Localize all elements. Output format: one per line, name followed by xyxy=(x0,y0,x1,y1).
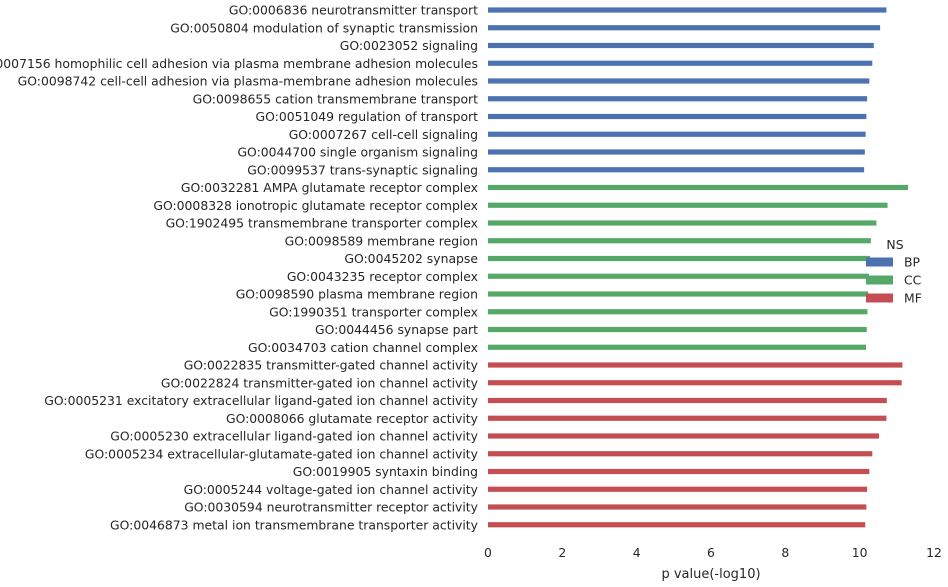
x-axis-ticks: 0 2 4 6 8 10 12 xyxy=(484,545,942,560)
bar-mf-9 xyxy=(488,522,866,528)
bar-bp-5 xyxy=(488,96,868,102)
category-label: GO:0005244 voltage-gated ion channel act… xyxy=(184,482,478,497)
category-label: GO:0098590 plasma membrane region xyxy=(236,287,478,302)
legend-swatch-bp xyxy=(866,257,893,267)
legend-title: NS xyxy=(886,237,903,252)
bar-mf-6 xyxy=(488,468,870,475)
category-label: GO:0022835 transmitter-gated channel act… xyxy=(184,358,478,373)
bar-bp-4 xyxy=(488,78,870,84)
x-tick-label: 4 xyxy=(633,545,641,560)
bar-mf-5 xyxy=(488,451,873,457)
bar-mf-3 xyxy=(488,415,887,421)
bar-bp-2 xyxy=(488,42,874,49)
x-tick-label: 6 xyxy=(707,545,715,560)
category-label: GO:0044700 single organism signaling xyxy=(237,145,478,160)
bar-cc-0 xyxy=(488,184,908,191)
bar-mf-7 xyxy=(488,486,868,492)
category-label: GO:0008066 glutamate receptor activity xyxy=(226,411,478,426)
category-label: GO:0019905 syntaxin binding xyxy=(293,464,478,479)
bar-bp-7 xyxy=(488,131,866,137)
bar-cc-3 xyxy=(488,238,871,244)
category-label: GO:0098589 membrane region xyxy=(285,233,478,248)
bar-cc-2 xyxy=(488,220,877,226)
bar-cc-8 xyxy=(488,326,867,333)
x-tick-label: 10 xyxy=(852,545,868,560)
category-label: GO:0006836 neurotransmitter transport xyxy=(229,3,478,18)
legend-label-cc: CC xyxy=(904,273,921,288)
category-label: GO:0045202 synapse xyxy=(344,251,478,266)
legend-swatch-cc xyxy=(866,275,893,285)
category-label: GO:1902495 transmembrane transporter com… xyxy=(166,216,478,231)
category-label: GO:0005234 extracellular-glutamate-gated… xyxy=(85,446,478,461)
category-label: GO:0050804 modulation of synaptic transm… xyxy=(170,20,478,35)
bar-cc-1 xyxy=(488,202,888,208)
category-label: GO:0007156 homophilic cell adhesion via … xyxy=(0,56,478,71)
category-label: GO:0007267 cell-cell signaling xyxy=(289,127,478,142)
legend-swatch-mf xyxy=(866,293,893,303)
category-label: GO:0030594 neurotransmitter receptor act… xyxy=(184,500,478,515)
bar-bp-6 xyxy=(488,113,867,120)
category-label: GO:0008328 ionotropic glutamate receptor… xyxy=(153,198,478,213)
bars-layer xyxy=(488,7,908,528)
bar-cc-4 xyxy=(488,255,871,262)
bar-bp-3 xyxy=(488,60,873,66)
category-label: GO:0046873 metal ion transmembrane trans… xyxy=(110,517,478,532)
category-label: GO:0098742 cell-cell adhesion via plasma… xyxy=(18,74,478,89)
bar-bp-0 xyxy=(488,7,887,13)
category-label: GO:0098655 cation transmembrane transpor… xyxy=(193,91,478,106)
bar-bp-9 xyxy=(488,167,865,173)
bar-mf-1 xyxy=(488,380,902,386)
bar-mf-4 xyxy=(488,433,879,439)
bar-cc-5 xyxy=(488,273,869,279)
category-label: GO:0034703 cation channel complex xyxy=(248,340,478,355)
legend-label-mf: MF xyxy=(904,291,922,306)
bar-mf-8 xyxy=(488,504,867,510)
category-label: GO:0043235 receptor complex xyxy=(287,269,478,284)
x-tick-label: 2 xyxy=(558,545,566,560)
category-label: GO:0023052 signaling xyxy=(340,38,478,53)
category-label: GO:0022824 transmitter-gated ion channel… xyxy=(161,375,478,390)
x-axis-title: p value(-log10) xyxy=(661,567,760,582)
bar-mf-2 xyxy=(488,397,887,404)
x-tick-label: 0 xyxy=(484,545,492,560)
bar-mf-0 xyxy=(488,362,903,368)
bar-bp-1 xyxy=(488,25,881,31)
category-labels: GO:0006836 neurotransmitter transport GO:… xyxy=(0,3,478,533)
bar-bp-8 xyxy=(488,149,865,155)
category-label: GO:0051049 regulation of transport xyxy=(256,109,479,124)
category-label: GO:0005230 extracellular ligand-gated io… xyxy=(110,429,478,444)
legend-label-bp: BP xyxy=(904,255,921,270)
bar-cc-9 xyxy=(488,344,866,350)
category-label: GO:0044456 synapse part xyxy=(315,322,478,337)
category-label: GO:1990351 transporter complex xyxy=(269,304,478,319)
category-label: GO:0032281 AMPA glutamate receptor compl… xyxy=(181,180,478,195)
bar-cc-7 xyxy=(488,309,868,315)
category-label: GO:0005231 excitatory extracellular liga… xyxy=(44,393,478,408)
x-tick-label: 8 xyxy=(781,545,789,560)
category-label: GO:0099537 trans-synaptic signaling xyxy=(247,162,478,177)
x-tick-label: 12 xyxy=(926,545,942,560)
bar-cc-6 xyxy=(488,291,869,297)
